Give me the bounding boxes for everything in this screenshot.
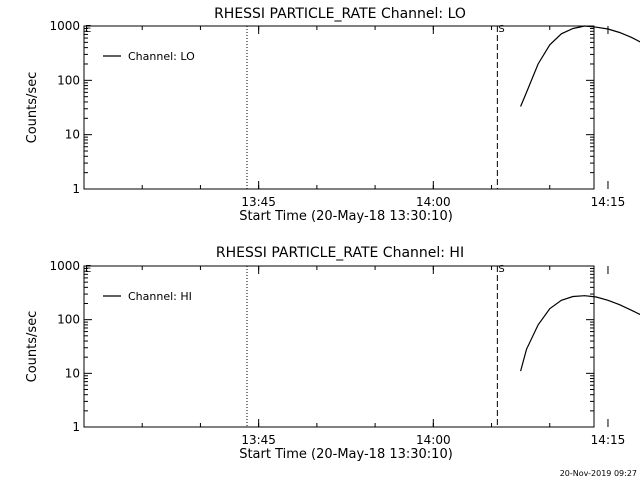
y-tick-label: 1 bbox=[72, 420, 80, 434]
start-marker-label: S bbox=[498, 24, 504, 35]
chart-panel-lo: RHESSI PARTICLE_RATE Channel: LO 1 10 100 10… bbox=[25, 6, 640, 224]
y-axis-label: Counts/sec bbox=[25, 311, 40, 383]
end-marker-label: E bbox=[85, 24, 91, 35]
x-tick-label: 14:00 bbox=[416, 195, 451, 209]
footer-timestamp: 20-Nov-2019 09:27 bbox=[560, 469, 637, 478]
x-tick-label: 14:15 bbox=[591, 433, 626, 447]
y-tick-label: 10 bbox=[65, 128, 80, 142]
start-marker-label: S bbox=[498, 264, 504, 275]
y-tick-label: 100 bbox=[57, 313, 80, 327]
plot-frame bbox=[83, 25, 595, 190]
x-tick-label: 14:00 bbox=[416, 433, 451, 447]
legend-label: Channel: HI bbox=[128, 290, 192, 303]
y-tick-label: 10 bbox=[65, 366, 80, 380]
y-tick-label: 1000 bbox=[49, 19, 80, 33]
x-axis-label: Start Time (20-May-18 13:30:10) bbox=[239, 209, 453, 224]
chart-title: RHESSI PARTICLE_RATE Channel: LO bbox=[214, 6, 466, 22]
chart-title: RHESSI PARTICLE_RATE Channel: HI bbox=[216, 245, 464, 261]
plot-frame bbox=[83, 265, 595, 428]
y-tick-label: 1000 bbox=[49, 259, 80, 273]
x-tick-label: 13:45 bbox=[241, 195, 276, 209]
y-tick-label: 100 bbox=[57, 73, 80, 87]
y-tick-label: 1 bbox=[72, 182, 80, 196]
chart-panel-hi: RHESSI PARTICLE_RATE Channel: HI 1 10 100 10… bbox=[25, 245, 640, 462]
end-marker-label: E bbox=[85, 264, 91, 275]
y-axis-label: Counts/sec bbox=[25, 72, 40, 144]
x-tick-label: 14:15 bbox=[591, 195, 626, 209]
legend-label: Channel: LO bbox=[128, 50, 195, 63]
x-tick-label: 13:45 bbox=[241, 433, 276, 447]
x-axis-label: Start Time (20-May-18 13:30:10) bbox=[239, 447, 453, 462]
series-line bbox=[520, 295, 640, 372]
series-line bbox=[520, 25, 640, 107]
